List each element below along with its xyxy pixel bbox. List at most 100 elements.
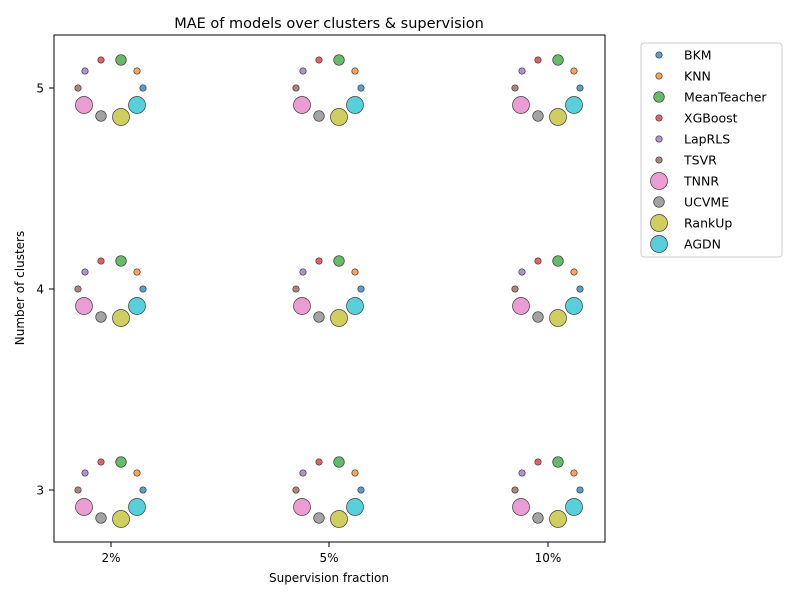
point-rankup-5-clusters-5 — [330, 108, 348, 126]
point-tsvr-5-clusters-4 — [292, 285, 300, 293]
legend-marker-knn — [655, 72, 663, 80]
point-xgboost-10-clusters-3 — [534, 458, 542, 466]
point-knn-5-clusters-5 — [351, 67, 359, 75]
legend: BKM KNN MeanTeacher XGBoost LapRLS TSVR TNNR UC… — [640, 42, 783, 258]
x-axis-ticks: 2% 5% 10% — [101, 542, 561, 565]
point-laprls-10-clusters-4 — [518, 268, 526, 276]
point-laprls-10-clusters-5 — [518, 67, 526, 75]
point-tnnr-5-clusters-3 — [293, 498, 311, 516]
point-knn-10-clusters-5 — [570, 67, 578, 75]
point-tnnr-2-clusters-5 — [75, 96, 93, 114]
point-ucvme-5-clusters-4 — [313, 311, 325, 323]
point-ucvme-10-clusters-3 — [532, 512, 544, 524]
point-xgboost-10-clusters-4 — [534, 257, 542, 265]
point-meanteacher-2-clusters-5 — [115, 54, 127, 66]
point-ucvme-2-clusters-5 — [95, 110, 107, 122]
point-meanteacher-2-clusters-4 — [115, 255, 127, 267]
point-bkm-10-clusters-5 — [576, 84, 584, 92]
point-xgboost-2-clusters-4 — [97, 257, 105, 265]
point-agdn-5-clusters-4 — [346, 297, 364, 315]
point-ucvme-5-clusters-3 — [313, 512, 325, 524]
point-agdn-10-clusters-4 — [565, 297, 583, 315]
point-xgboost-2-clusters-3 — [97, 458, 105, 466]
point-laprls-2-clusters-5 — [81, 67, 89, 75]
point-tnnr-10-clusters-3 — [512, 498, 530, 516]
legend-label-laprls: LapRLS — [684, 132, 730, 147]
point-knn-2-clusters-5 — [133, 67, 141, 75]
legend-label-knn: KNN — [684, 69, 711, 84]
legend-label-tnnr: TNNR — [683, 174, 719, 189]
point-agdn-2-clusters-3 — [128, 498, 146, 516]
point-xgboost-5-clusters-4 — [315, 257, 323, 265]
point-xgboost-5-clusters-5 — [315, 56, 323, 64]
point-tsvr-5-clusters-3 — [292, 486, 300, 494]
point-ucvme-2-clusters-3 — [95, 512, 107, 524]
point-ucvme-10-clusters-4 — [532, 311, 544, 323]
point-bkm-2-clusters-5 — [139, 84, 147, 92]
point-agdn-10-clusters-5 — [565, 96, 583, 114]
point-meanteacher-5-clusters-5 — [333, 54, 345, 66]
point-bkm-5-clusters-3 — [357, 486, 365, 494]
point-laprls-5-clusters-5 — [299, 67, 307, 75]
legend-marker-tsvr — [655, 156, 663, 164]
legend-frame — [640, 42, 783, 258]
point-ucvme-10-clusters-5 — [532, 110, 544, 122]
point-laprls-2-clusters-3 — [81, 469, 89, 477]
point-bkm-2-clusters-4 — [139, 285, 147, 293]
point-rankup-2-clusters-5 — [112, 108, 130, 126]
legend-marker-meanteacher — [653, 91, 665, 103]
point-tsvr-2-clusters-5 — [74, 84, 82, 92]
y-tick-label: 5 — [36, 82, 44, 96]
legend-label-tsvr: TSVR — [683, 153, 717, 168]
point-tsvr-10-clusters-4 — [511, 285, 519, 293]
point-tnnr-10-clusters-5 — [512, 96, 530, 114]
point-rankup-2-clusters-3 — [112, 510, 130, 528]
point-meanteacher-2-clusters-3 — [115, 456, 127, 468]
point-meanteacher-10-clusters-4 — [552, 255, 564, 267]
point-agdn-5-clusters-3 — [346, 498, 364, 516]
x-tick-label: 2% — [101, 551, 120, 565]
legend-label-ucvme: UCVME — [684, 195, 729, 210]
point-agdn-10-clusters-3 — [565, 498, 583, 516]
point-knn-10-clusters-3 — [570, 469, 578, 477]
point-agdn-2-clusters-4 — [128, 297, 146, 315]
point-meanteacher-5-clusters-4 — [333, 255, 345, 267]
point-tsvr-10-clusters-5 — [511, 84, 519, 92]
point-bkm-10-clusters-4 — [576, 285, 584, 293]
point-agdn-5-clusters-5 — [346, 96, 364, 114]
legend-marker-bkm — [655, 51, 663, 59]
point-tsvr-2-clusters-4 — [74, 285, 82, 293]
point-tsvr-5-clusters-5 — [292, 84, 300, 92]
legend-marker-laprls — [655, 135, 663, 143]
point-bkm-10-clusters-3 — [576, 486, 584, 494]
x-tick-label: 5% — [319, 551, 338, 565]
point-rankup-5-clusters-4 — [330, 309, 348, 327]
point-bkm-2-clusters-3 — [139, 486, 147, 494]
point-knn-5-clusters-4 — [351, 268, 359, 276]
point-meanteacher-10-clusters-5 — [552, 54, 564, 66]
legend-marker-ucvme — [653, 196, 665, 208]
point-meanteacher-10-clusters-3 — [552, 456, 564, 468]
legend-marker-xgboost — [655, 114, 663, 122]
data-marks — [74, 54, 584, 528]
point-agdn-2-clusters-5 — [128, 96, 146, 114]
point-tnnr-5-clusters-5 — [293, 96, 311, 114]
point-tnnr-2-clusters-4 — [75, 297, 93, 315]
legend-marker-rankup — [650, 214, 668, 232]
y-tick-label: 3 — [36, 484, 44, 498]
point-knn-5-clusters-3 — [351, 469, 359, 477]
point-ucvme-2-clusters-4 — [95, 311, 107, 323]
y-axis-label: Number of clusters — [13, 231, 27, 345]
y-tick-label: 4 — [36, 283, 44, 297]
chart-title: MAE of models over clusters & supervisio… — [174, 16, 484, 32]
point-rankup-10-clusters-4 — [549, 309, 567, 327]
point-laprls-10-clusters-3 — [518, 469, 526, 477]
point-rankup-10-clusters-5 — [549, 108, 567, 126]
point-meanteacher-5-clusters-3 — [333, 456, 345, 468]
legend-label-bkm: BKM — [684, 48, 712, 63]
point-rankup-10-clusters-3 — [549, 510, 567, 528]
point-xgboost-5-clusters-3 — [315, 458, 323, 466]
y-axis-ticks: 3 4 5 — [36, 82, 54, 498]
point-laprls-5-clusters-3 — [299, 469, 307, 477]
